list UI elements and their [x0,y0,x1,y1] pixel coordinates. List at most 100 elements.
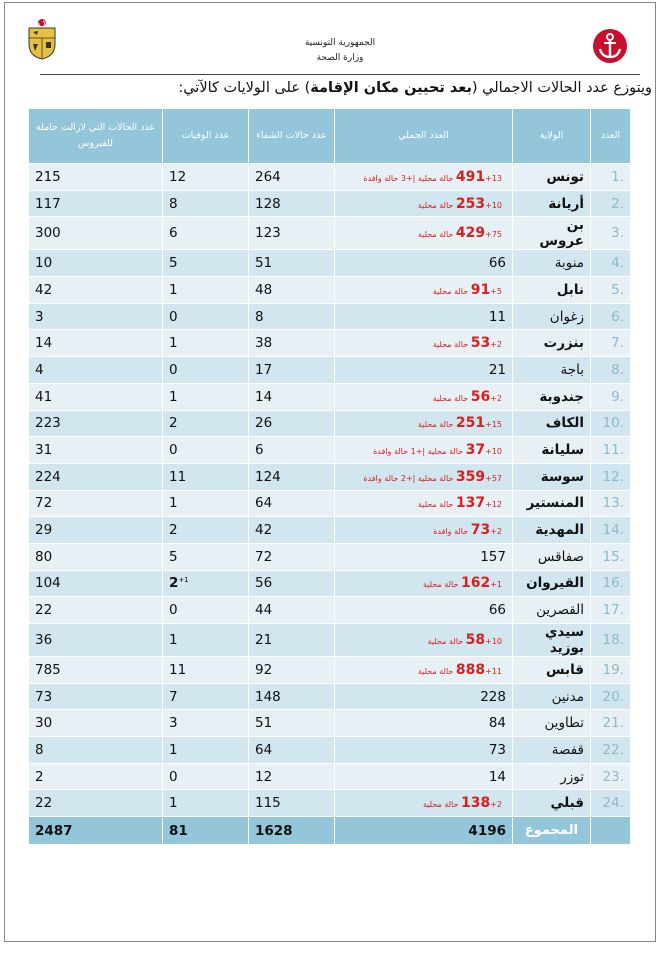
total-cases: 491 [455,168,486,185]
col-header-total: العدد الجملي [334,108,513,164]
row-number: .4 [590,249,631,278]
new-cases-note: +12 حالة محلية [417,500,502,510]
total-cases-cell: 37+10 حالة محلية |+1 حالة وافدة [334,436,513,464]
active-count: 8 [28,736,163,764]
recovered-count: 51 [248,709,335,738]
active-count: 31 [28,436,163,464]
total-cases: 66 [488,255,506,272]
total-cases: 251 [455,415,486,432]
col-header-deaths: عدد الوفيات [162,108,249,164]
active-count: 42 [28,276,163,304]
row-number: .23 [590,762,631,791]
total-cases: 429 [455,225,486,242]
total-recovered: 1628 [248,816,335,846]
deaths-count: 0 [169,768,178,785]
table-row: .1 تونس 491+13 حالة محلية |+3 حالة وافدة 26… [28,163,631,191]
deaths-cell: 5 [162,249,249,278]
active-count: 3 [28,302,163,331]
deaths-count: 11 [169,661,187,678]
table-row: .18 سيدي بوزيد 58+10 حالة محلية 21 1 36 [28,623,631,657]
table-header-row: العدد الولاية العدد الجملي عدد حالات الش… [28,108,631,164]
total-cases-cell: 491+13 حالة محلية |+3 حالة وافدة [334,163,513,191]
total-cases-cell: 58+10 حالة محلية [334,623,513,657]
recovered-count: 264 [248,163,335,191]
governorate-name: توزر [512,762,591,791]
table-row: .20 مدنين 228 148 7 73 [28,682,631,711]
active-count: 215 [28,163,163,191]
total-cases-cell: 888+11 حالة محلية [334,656,513,684]
deaths-cell: 2+1 [162,569,249,598]
governorate-name: سيدي بوزيد [512,623,591,657]
row-number: .20 [590,682,631,711]
table-row: .5 نابل 91+5 حالة محلية 48 1 42 [28,276,631,304]
recovered-count: 48 [248,276,335,304]
deaths-cell: 11 [162,656,249,684]
deaths-count: 0 [169,361,178,378]
total-cases-cell: 14 [334,762,513,791]
row-number: .21 [590,709,631,738]
col-header-active: عدد الحالات التي لازالت حاملة للفيروس [28,108,163,164]
active-count: 117 [28,189,163,218]
governorate-name: تونس [512,163,591,191]
total-cases: 58 [465,632,486,648]
table-row: .14 المهدية 73+2 حالة وافدة 42 2 29 [28,516,631,544]
intro-bold-phrase: بعد تحيين مكان الإقامة [310,80,472,96]
deaths-count: 0 [169,308,178,325]
total-cases-cell: 137+12 حالة محلية [334,489,513,518]
governorate-name: جندوبة [512,382,591,411]
active-count: 36 [28,623,163,657]
total-cases: 21 [488,361,506,378]
active-count: 73 [28,682,163,711]
deaths-count: 0 [169,442,178,459]
row-number: .9 [590,382,631,411]
total-active: 2487 [28,816,163,846]
total-cases: 56 [470,388,491,405]
recovered-count: 123 [248,216,335,251]
header-divider [40,74,640,75]
new-cases-note: +10 حالة محلية [417,200,502,210]
deaths-count: 1 [169,281,178,298]
deaths-cell: 1 [162,789,249,818]
deaths-count: 5 [169,255,178,272]
total-cases-cell: 66 [334,249,513,278]
col-header-governorate: الولاية [512,108,591,164]
recovered-count: 42 [248,516,335,544]
new-cases-note: +57 حالة محلية |+2 حالة وافدة [363,473,502,483]
new-cases-note: +13 حالة محلية |+3 حالة وافدة [363,173,502,183]
total-cases-cell: 228 [334,682,513,711]
new-cases-note: +10 حالة محلية |+1 حالة وافدة [373,447,502,457]
total-cases: 888 [455,661,486,678]
row-number: .17 [590,596,631,624]
table-row: .15 صفاقس 157 72 5 80 [28,542,631,571]
active-count: 224 [28,462,163,491]
new-cases-note: +1 حالة محلية [422,580,502,590]
deaths-count: 3 [169,715,178,732]
new-cases-note: +11 حالة محلية [417,666,502,676]
governorate-name: أريانة [512,189,591,218]
total-cases: 73 [470,522,491,539]
row-number: .10 [590,409,631,438]
new-cases-note: +75 حالة محلية [417,230,502,240]
deaths-count: 7 [169,688,178,705]
recovered-count: 14 [248,382,335,411]
deaths-count: 1 [169,632,178,648]
table-row: .24 قبلي 138+2 حالة محلية 115 1 22 [28,789,631,818]
row-number: .8 [590,356,631,384]
governorate-name: تطاوين [512,709,591,738]
recovered-count: 51 [248,249,335,278]
table-row: .2 أريانة 253+10 حالة محلية 128 8 117 [28,189,631,218]
governorate-name: قفصة [512,736,591,764]
deaths-cell: 0 [162,762,249,791]
recovered-count: 64 [248,489,335,518]
total-cases-cell: 251+15 حالة محلية [334,409,513,438]
governorate-name: قابس [512,656,591,684]
active-count: 29 [28,516,163,544]
active-count: 4 [28,356,163,384]
active-count: 41 [28,382,163,411]
recovered-count: 64 [248,736,335,764]
recovered-count: 12 [248,762,335,791]
deaths-count: 12 [169,168,187,185]
deaths-cell: 5 [162,542,249,571]
total-cases-cell: 11 [334,302,513,331]
new-cases-note: +15 حالة محلية [417,420,502,430]
